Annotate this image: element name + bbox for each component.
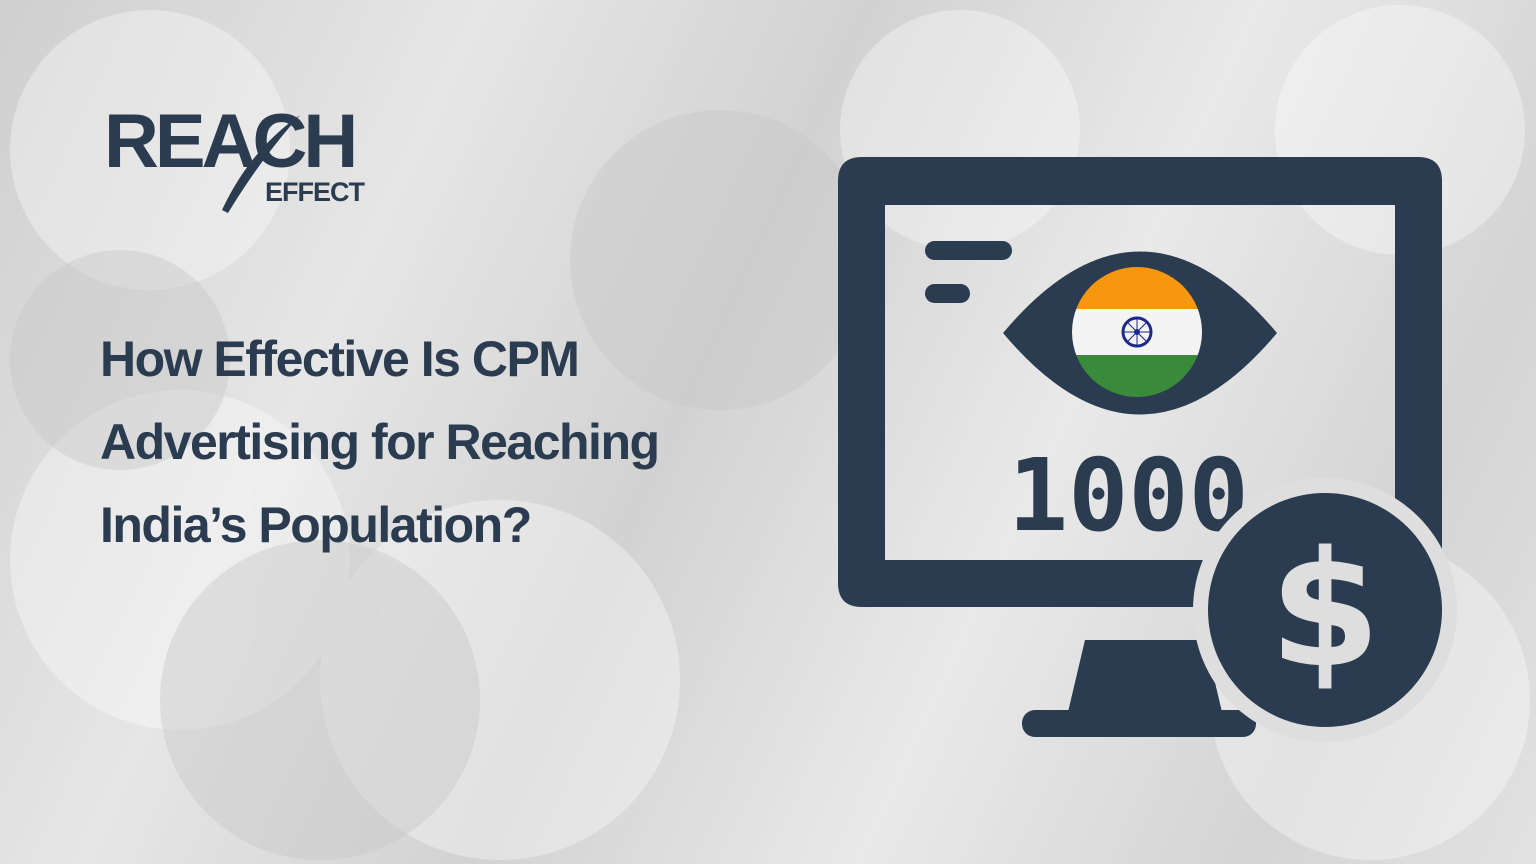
headline-line-2: Advertising for Reaching bbox=[100, 414, 660, 470]
dollar-coin-icon: $ bbox=[1193, 478, 1457, 742]
svg-text:EFFECT: EFFECT bbox=[265, 177, 366, 207]
impressions-count: 1000 bbox=[1008, 437, 1249, 554]
svg-text:REACH: REACH bbox=[104, 99, 354, 184]
eye-icon bbox=[1003, 251, 1277, 415]
headline-line-1: How Effective Is CPM bbox=[100, 331, 580, 387]
text-line-icon bbox=[925, 284, 970, 303]
dollar-sign: $ bbox=[1269, 516, 1380, 703]
text-line-icon bbox=[925, 241, 1012, 260]
reach-effect-logo: REACH EFFECT bbox=[104, 99, 367, 213]
headline: How Effective Is CPM Advertising for Rea… bbox=[100, 318, 860, 567]
headline-line-3: India’s Population? bbox=[100, 497, 532, 553]
